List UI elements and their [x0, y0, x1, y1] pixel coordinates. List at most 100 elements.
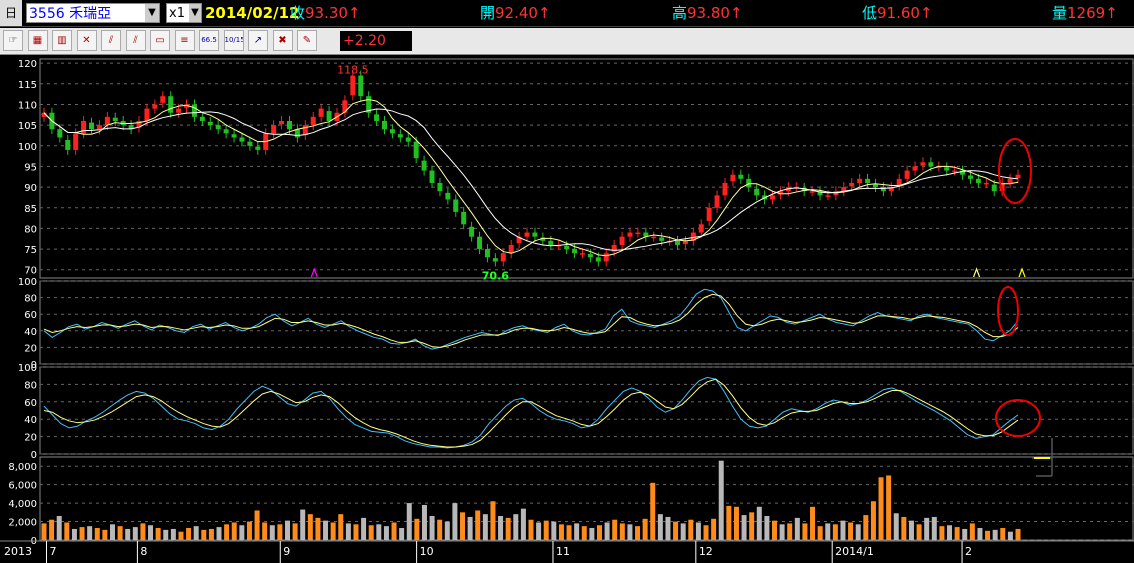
candle-body: [564, 245, 570, 250]
date-display: 2014/02/12: [205, 3, 300, 23]
candle-body: [160, 96, 166, 103]
y-tick-label: 95: [24, 162, 37, 173]
x-tick-label: 2: [965, 545, 972, 558]
trend-tool-icon[interactable]: ↗: [248, 30, 268, 51]
volume-bar: [490, 501, 496, 540]
pen-tool-icon[interactable]: ✎: [297, 30, 317, 51]
volume-bar: [589, 528, 595, 540]
volume-bar: [64, 522, 70, 540]
volume-bar: [558, 524, 564, 540]
chevron-down-icon[interactable]: ▼: [145, 4, 159, 22]
y-tick-label: 80: [24, 380, 37, 391]
volume-bar: [627, 524, 633, 540]
candle-tool-icon[interactable]: ▦: [27, 30, 48, 51]
quote-volume: 量1269↑: [1052, 4, 1118, 22]
volume-bar: [460, 512, 466, 540]
volume-bar: [285, 520, 290, 540]
mouse-cursor-icon: ➚: [896, 66, 910, 85]
quote-low: 低91.60↑: [862, 4, 933, 22]
candle-body: [516, 236, 522, 244]
candle-body: [880, 187, 886, 192]
candle-body: [635, 232, 641, 235]
volume-bar: [155, 528, 161, 540]
high-annotation: 118.5: [337, 63, 369, 76]
chevron-down-icon[interactable]: ▼: [189, 4, 201, 22]
delete-tool-icon[interactable]: ✖: [272, 30, 293, 51]
candle-body: [1007, 178, 1013, 183]
bar-tool-icon[interactable]: ▥: [52, 30, 72, 51]
volume-bar: [566, 525, 572, 540]
y-tick-label: 0: [31, 360, 37, 371]
period-label[interactable]: 日: [0, 0, 22, 26]
volume-bar: [574, 523, 580, 540]
volume-bar: [117, 526, 123, 540]
volume-bar: [794, 517, 800, 540]
volume-bar: [665, 516, 671, 540]
volume-bar: [642, 518, 648, 540]
x-tick-label: 12: [699, 545, 713, 558]
candle-body: [247, 141, 253, 146]
volume-bar: [772, 520, 777, 540]
volume-bar: [962, 528, 968, 540]
candle-body: [350, 75, 356, 96]
y-tick-label: 70: [24, 266, 37, 277]
candle-body: [144, 108, 150, 121]
candle-body: [342, 100, 348, 113]
volume-bar: [56, 516, 62, 540]
volume-bar: [870, 501, 876, 540]
candle-body: [152, 104, 158, 109]
candle-body: [302, 125, 308, 136]
y-tick-label: 20: [24, 433, 37, 444]
candle-body: [239, 137, 245, 142]
candle-body: [532, 232, 538, 237]
volume-bar: [657, 514, 663, 540]
volume-bar: [315, 517, 321, 540]
fib-66-icon[interactable]: 66.5: [199, 30, 219, 51]
candle-body: [358, 75, 364, 97]
candle-body: [928, 162, 934, 167]
y-tick-label: 6,000: [8, 481, 37, 492]
quote-header: 日 3556 禾瑞亞 ▼ x1 ▼ 2014/02/12 收93.30↑ 開92…: [0, 0, 1134, 27]
volume-bar: [361, 517, 367, 540]
hand-pointer-icon[interactable]: ☞: [3, 30, 23, 51]
volume-bar: [635, 526, 641, 540]
x-tick-label: 7: [49, 545, 56, 558]
volume-bar: [718, 460, 724, 540]
y-tick-label: 0: [31, 450, 37, 461]
volume-bar: [619, 523, 625, 540]
fib-10-15-icon[interactable]: 10/15: [223, 30, 244, 51]
x-tick-label: 10: [420, 545, 434, 558]
fan-lines-icon[interactable]: ⫽: [101, 30, 121, 51]
cross-lines-icon[interactable]: ✕: [76, 30, 97, 51]
candle-body: [904, 170, 910, 179]
candle-body: [389, 129, 395, 134]
fan-lines-2-icon[interactable]: ⫽: [125, 30, 146, 51]
signal-marker: [310, 267, 318, 278]
volume-bar: [216, 527, 222, 540]
y-tick-label: 80: [24, 224, 37, 235]
candle-body: [595, 257, 601, 262]
y-tick-label: 80: [24, 294, 37, 305]
candle-body: [809, 191, 815, 193]
multiplier-selector[interactable]: x1 ▼: [166, 3, 202, 23]
candle-body: [176, 108, 182, 113]
volume-bar: [300, 509, 306, 540]
stock-selector[interactable]: 3556 禾瑞亞 ▼: [26, 3, 160, 23]
volume-bar: [832, 524, 838, 540]
candle-body: [872, 183, 878, 188]
candle-body: [73, 133, 79, 150]
candle-body: [445, 192, 451, 200]
volume-bar: [414, 518, 420, 540]
volume-bar: [711, 518, 717, 540]
lines-tool-icon[interactable]: ≡: [174, 30, 195, 51]
volume-bar: [246, 521, 252, 540]
box-tool-icon[interactable]: ▭: [150, 30, 170, 51]
candle-body: [461, 211, 467, 225]
candle-body: [81, 120, 87, 134]
oscillator-line-slow: [43, 293, 1019, 348]
y-tick-label: 120: [18, 59, 37, 70]
volume-bar: [733, 506, 739, 540]
candle-body: [967, 175, 973, 179]
y-tick-label: 40: [24, 327, 37, 338]
